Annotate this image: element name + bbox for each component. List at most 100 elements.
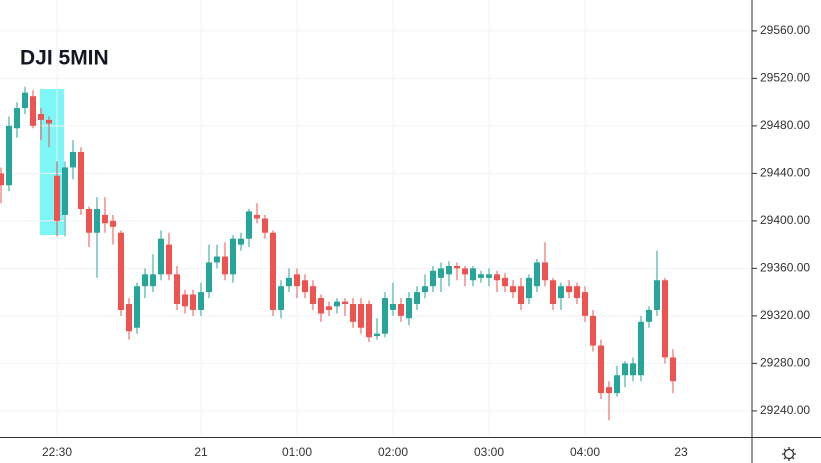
y-tick-label: 29480.00 bbox=[760, 118, 810, 132]
settings-icon[interactable] bbox=[782, 447, 796, 461]
candle-body bbox=[566, 286, 572, 293]
chart-title: DJI 5MIN bbox=[20, 47, 109, 70]
candle-body bbox=[366, 304, 372, 338]
candle-body bbox=[534, 262, 540, 287]
candle-body bbox=[382, 298, 388, 334]
candle-body bbox=[134, 286, 140, 328]
x-tick-label: 04:00 bbox=[570, 445, 600, 459]
candle-body bbox=[430, 270, 436, 287]
candle-body bbox=[462, 268, 468, 275]
candle-body bbox=[582, 292, 588, 316]
candle-body bbox=[374, 333, 380, 337]
candle-body bbox=[54, 175, 60, 221]
y-tick-label: 29560.00 bbox=[760, 23, 810, 37]
candle-body bbox=[30, 96, 36, 126]
candle-body bbox=[550, 280, 556, 304]
candle-body bbox=[454, 266, 460, 269]
y-tick-label: 29440.00 bbox=[760, 166, 810, 180]
x-tick-label: 01:00 bbox=[282, 445, 312, 459]
candle-body bbox=[230, 238, 236, 275]
candle-body bbox=[502, 277, 508, 287]
candle-body bbox=[126, 304, 132, 332]
candle-body bbox=[22, 92, 28, 109]
candle-body bbox=[358, 304, 364, 328]
candle-body bbox=[526, 277, 532, 299]
candle-body bbox=[182, 294, 188, 307]
candle-body bbox=[654, 280, 660, 310]
candle-body bbox=[254, 214, 260, 219]
candle-body bbox=[206, 262, 212, 293]
candle-body bbox=[46, 119, 52, 124]
x-tick-label: 02:00 bbox=[378, 445, 408, 459]
x-tick-label: 21 bbox=[194, 445, 208, 459]
candle-body bbox=[390, 304, 396, 310]
candle-body bbox=[398, 304, 404, 316]
candle-body bbox=[198, 292, 204, 310]
candle-body bbox=[334, 301, 340, 307]
candle-body bbox=[70, 152, 76, 168]
candle-body bbox=[414, 292, 420, 304]
y-tick-label: 29320.00 bbox=[760, 308, 810, 322]
candle-body bbox=[190, 294, 196, 310]
candle-body bbox=[14, 108, 20, 129]
candle-body bbox=[494, 274, 500, 281]
candle-body bbox=[590, 315, 596, 346]
x-tick-label: 22:30 bbox=[42, 445, 72, 459]
candle-body bbox=[326, 306, 332, 310]
candle-body bbox=[510, 286, 516, 293]
candle-body bbox=[222, 256, 228, 275]
candle-body bbox=[630, 363, 636, 376]
candle-body bbox=[478, 274, 484, 278]
candle-body bbox=[294, 274, 300, 287]
candle-body bbox=[662, 280, 668, 358]
candle-body bbox=[606, 387, 612, 394]
candle-body bbox=[646, 309, 652, 322]
candle-body bbox=[110, 220, 116, 227]
candle-body bbox=[614, 375, 620, 394]
candle-body bbox=[638, 321, 644, 376]
candle-body bbox=[62, 167, 68, 215]
candle-body bbox=[310, 286, 316, 304]
candle-body bbox=[542, 262, 548, 281]
y-tick-label: 29280.00 bbox=[760, 356, 810, 370]
candle-body bbox=[102, 214, 108, 224]
candle-body bbox=[270, 232, 276, 310]
y-tick-label: 29400.00 bbox=[760, 213, 810, 227]
candle-body bbox=[86, 209, 92, 233]
candle-body bbox=[574, 286, 580, 299]
y-tick-label: 29240.00 bbox=[760, 403, 810, 417]
candle-body bbox=[38, 114, 44, 120]
candle-body bbox=[214, 256, 220, 263]
candle-body bbox=[302, 280, 308, 293]
candle-body bbox=[598, 345, 604, 394]
candle-body bbox=[150, 274, 156, 287]
highlight-box bbox=[40, 89, 64, 235]
y-tick-label: 29360.00 bbox=[760, 261, 810, 275]
candle-body bbox=[406, 298, 412, 319]
x-tick-label: 03:00 bbox=[474, 445, 504, 459]
candle-body bbox=[558, 286, 564, 299]
candle-body bbox=[262, 218, 268, 233]
candle-body bbox=[318, 298, 324, 314]
y-tick-label: 29520.00 bbox=[760, 71, 810, 85]
candle-body bbox=[446, 266, 452, 275]
candle-body bbox=[422, 286, 428, 293]
candle-body bbox=[78, 152, 84, 209]
candle-body bbox=[94, 209, 100, 233]
candle-body bbox=[118, 232, 124, 310]
candle-body bbox=[518, 286, 524, 304]
candle-body bbox=[670, 357, 676, 382]
candle-body bbox=[342, 301, 348, 304]
candle-body bbox=[0, 173, 4, 186]
candle-body bbox=[158, 238, 164, 275]
candle-body bbox=[238, 238, 244, 245]
candle-body bbox=[246, 211, 252, 239]
candle-body bbox=[6, 125, 12, 186]
candle-body bbox=[438, 268, 444, 278]
candle-body bbox=[278, 286, 284, 310]
candle-body bbox=[470, 268, 476, 281]
candle-body bbox=[622, 363, 628, 376]
candle-body bbox=[166, 244, 172, 275]
candle-body bbox=[286, 277, 292, 287]
